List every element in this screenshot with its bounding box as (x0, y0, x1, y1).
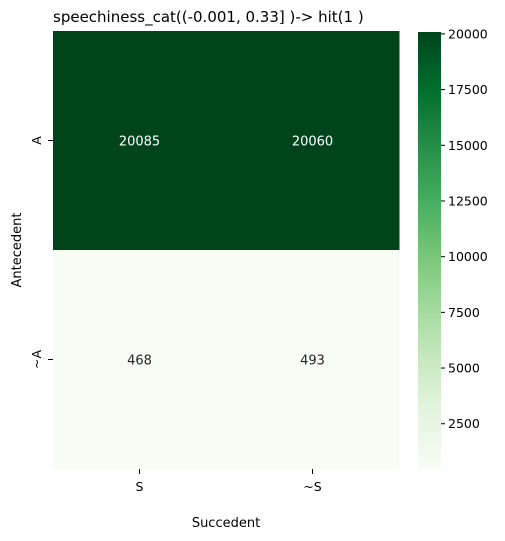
heatmap-cell (226, 31, 400, 251)
x-tick-label: ~S (303, 479, 321, 494)
heatmap-cell-value: 20060 (292, 135, 333, 150)
heatmap-cell (226, 250, 400, 470)
heatmap-cell (53, 250, 227, 470)
heatmap-cells (53, 31, 400, 470)
x-tick-label: S (136, 479, 144, 494)
colorbar-tick-label: 17500 (448, 82, 488, 97)
y-tick-label: ~A (29, 350, 44, 369)
heatmap-cell (53, 31, 227, 251)
y-tick-label: A (29, 136, 44, 145)
colorbar-tick-label: 15000 (448, 138, 488, 153)
colorbar-tick-label: 10000 (448, 249, 488, 264)
heatmap-cell-value: 20085 (119, 135, 160, 150)
heatmap-cell-labels: 20085 20060 468 493 (119, 135, 333, 369)
x-axis-label: Succedent (192, 516, 260, 531)
heatmap-cell-value: 468 (127, 354, 152, 369)
heatmap-cell-value: 493 (300, 354, 325, 369)
colorbar-tick-label: 7500 (448, 305, 480, 320)
colorbar-tick-label: 5000 (448, 361, 480, 376)
y-axis-ticks: A ~A (29, 136, 53, 369)
colorbar-tick-label: 12500 (448, 193, 488, 208)
colorbar-tick-label: 20000 (448, 26, 488, 41)
chart-title: speechiness_cat((-0.001, 0.33] )-> hit(1… (53, 8, 364, 27)
x-axis-ticks: S ~S (136, 469, 322, 494)
colorbar (418, 32, 441, 469)
y-axis-label: Antecedent (10, 213, 25, 288)
colorbar-ticks: 2500 5000 7500 10000 12500 15000 17500 20000 (441, 26, 488, 431)
colorbar-tick-label: 2500 (448, 416, 480, 431)
